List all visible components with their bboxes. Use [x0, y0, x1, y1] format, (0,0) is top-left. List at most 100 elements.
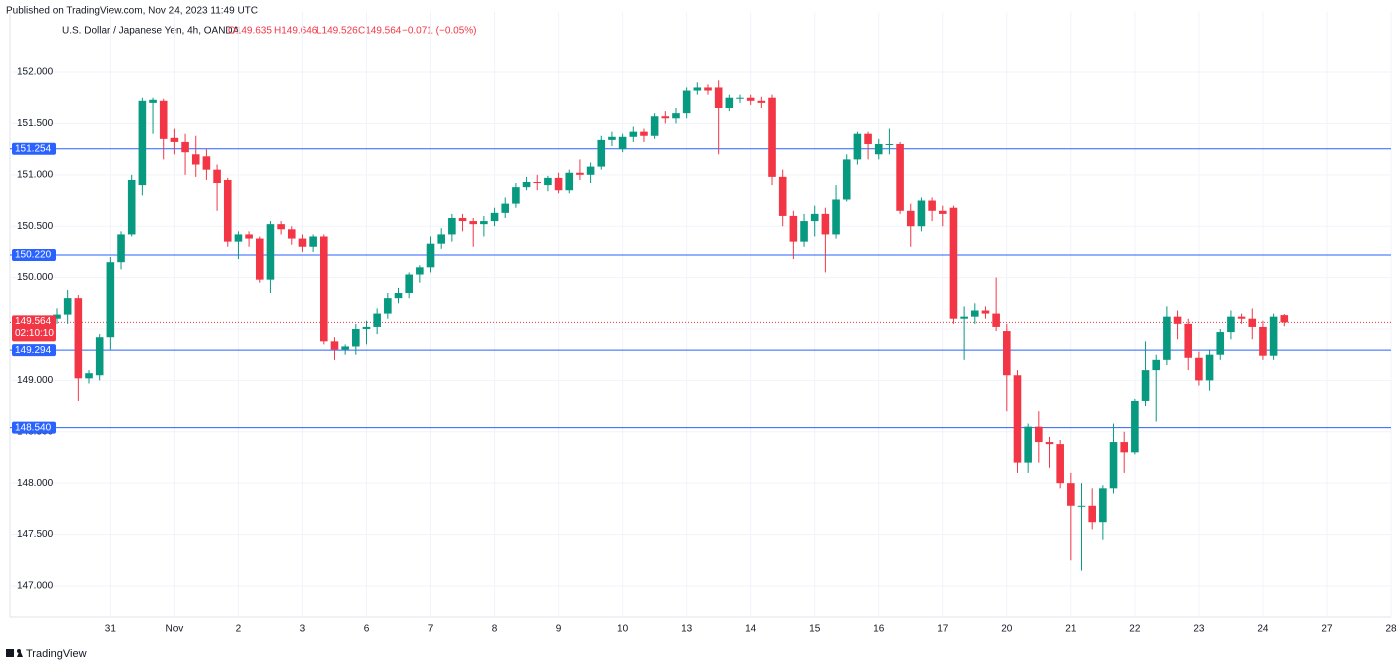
candle-body: [789, 215, 798, 242]
candle-body: [981, 310, 990, 314]
candle-body: [1035, 426, 1043, 443]
ohlc-high: H149.646: [274, 26, 318, 37]
candle-body: [1131, 400, 1139, 453]
candle-body: [1269, 316, 1278, 356]
candle-body: [448, 217, 456, 235]
x-tick-label: 2: [236, 624, 242, 635]
candle-body: [1120, 442, 1128, 453]
candle-body: [95, 337, 104, 376]
brand-logo: [6, 649, 23, 657]
candle-body: [181, 141, 189, 153]
candle-body: [565, 172, 574, 191]
candle-body: [490, 212, 499, 222]
candle-body: [106, 262, 115, 338]
candle-body: [746, 97, 755, 101]
candle-body: [618, 136, 627, 150]
candle-body: [533, 182, 542, 184]
candle-body: [874, 143, 883, 155]
x-tick-label: 9: [556, 624, 562, 635]
candle-body: [1141, 370, 1150, 401]
x-tick-label: 7: [428, 624, 434, 635]
candle-body: [1280, 315, 1289, 323]
candle-body: [320, 236, 328, 342]
x-tick-label: 31: [105, 624, 117, 635]
candle-body: [576, 172, 584, 175]
candle-body: [661, 116, 670, 119]
candle-body: [170, 137, 179, 142]
candle-body: [1088, 505, 1096, 523]
candle-body: [159, 100, 168, 139]
candle-body: [255, 238, 264, 280]
candle-body: [554, 177, 563, 191]
candle-body: [437, 234, 445, 244]
last-price-label: 149.564: [15, 316, 52, 327]
candle-body: [1173, 316, 1182, 324]
candle-body: [778, 176, 787, 216]
candle-body: [1184, 323, 1193, 358]
x-tick-label: 16: [873, 624, 885, 635]
candle-body: [597, 139, 606, 167]
candle-body: [949, 207, 958, 319]
countdown-label: 02:10:10: [15, 328, 54, 339]
candle-body: [426, 243, 435, 268]
candle-body: [896, 143, 904, 211]
candle-body: [469, 221, 478, 225]
candle-body: [1013, 375, 1022, 463]
x-tick-label: 13: [681, 624, 693, 635]
level-label-box: [12, 142, 56, 155]
candle-body: [650, 116, 659, 136]
y-tick-label: 149.000: [17, 375, 54, 386]
candle-body: [1003, 331, 1011, 376]
candle-body: [544, 177, 552, 186]
candle-body: [373, 313, 381, 327]
candle-body: [405, 274, 413, 294]
x-tick-label: 21: [1065, 624, 1077, 635]
y-tick-label: 148.000: [17, 478, 54, 489]
candle-body: [1227, 316, 1235, 333]
y-tick-label: 147.500: [17, 529, 54, 540]
level-label: 151.254: [15, 143, 52, 154]
candle-body: [736, 97, 744, 99]
candle-body: [501, 203, 510, 213]
candle-body: [960, 316, 968, 319]
candle-body: [74, 298, 83, 379]
ohlc-low: L149.526: [316, 26, 358, 37]
level-label: 150.220: [15, 250, 52, 261]
candle-body: [608, 136, 616, 140]
candle-body: [693, 87, 702, 91]
y-tick-label: 152.000: [17, 67, 54, 78]
candle-body: [821, 213, 830, 235]
candle-body: [810, 213, 819, 222]
x-tick-label: 8: [492, 624, 498, 635]
candle-body: [138, 100, 147, 186]
y-tick-label: 151.500: [17, 118, 54, 129]
candle-body: [1163, 316, 1171, 360]
y-tick-label: 150.500: [17, 221, 54, 232]
candle-body: [341, 346, 349, 350]
candle-body: [853, 133, 862, 160]
candle-body: [352, 328, 360, 347]
candle-body: [266, 224, 275, 280]
candle-body: [63, 298, 72, 315]
y-tick-label: 147.000: [17, 581, 54, 592]
candle-body: [1205, 354, 1214, 381]
y-tick-label: 150.000: [17, 272, 54, 283]
candle-body: [1237, 316, 1246, 319]
candle-body: [885, 143, 894, 145]
symbol-title: U.S. Dollar / Japanese Yen, 4h, OANDA: [62, 26, 240, 37]
published-note: Published on TradingView.com, Nov 24, 20…: [6, 6, 258, 17]
candle-body: [127, 179, 136, 235]
x-tick-label: Nov: [165, 624, 183, 635]
candle-body: [1045, 442, 1054, 445]
level-label-box: [12, 248, 56, 261]
candle-body: [384, 298, 392, 314]
candle-body: [245, 234, 253, 239]
candle-body: [640, 131, 648, 136]
candle-body: [1248, 318, 1257, 327]
candle-body: [277, 224, 285, 230]
x-tick-label: 6: [364, 624, 370, 635]
candle-body: [1099, 488, 1107, 523]
candle-body: [672, 113, 680, 119]
candle-body: [1067, 483, 1075, 506]
